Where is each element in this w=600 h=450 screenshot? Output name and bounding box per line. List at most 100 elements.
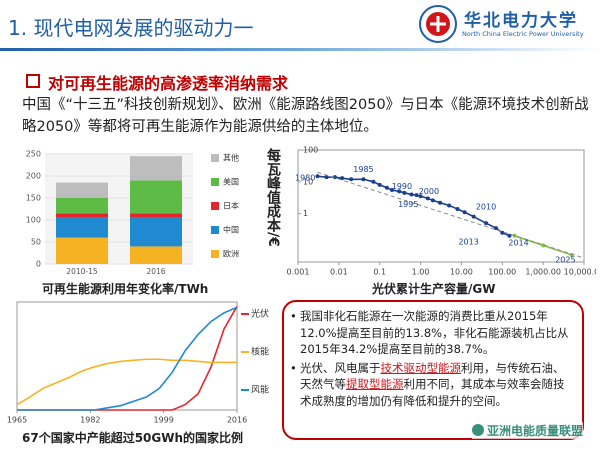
x-tick-label: 2016 (146, 267, 165, 276)
series-line (317, 171, 585, 259)
bar-segment (130, 180, 182, 214)
y-tick-label: 50 (31, 238, 41, 247)
data-point (384, 185, 389, 190)
annotation: 2014 (508, 238, 528, 247)
data-point (340, 176, 345, 181)
bullet-highlight: 技术驱动型能源 (380, 360, 462, 375)
y-tick-label: 1 (303, 209, 308, 218)
y-tick-label: 10 (303, 177, 313, 186)
annotation: 1980 (295, 174, 315, 183)
data-point (390, 188, 395, 193)
header: 1. 现代电网发展的驱动力一 华北电力大学 North China Electr… (0, 0, 600, 52)
y-tick-label: 0 (36, 260, 41, 269)
bullet-item: • 我国非化石能源在一次能源的消费比重从2015年12.0%提高至目前的13.8%… (290, 309, 569, 356)
legend-swatch (211, 226, 219, 234)
x-tick-label: 100.00 (488, 268, 516, 277)
bar-segment (56, 213, 108, 218)
data-point (315, 174, 320, 179)
data-point (447, 203, 452, 208)
data-point (324, 175, 329, 180)
data-point (425, 196, 430, 201)
legend-label: 光伏 (251, 308, 269, 320)
bullet-text: 利用，与传统石油、天然气等 (300, 360, 565, 392)
data-point (484, 221, 489, 226)
header-rule (0, 48, 600, 51)
series-line (17, 305, 238, 411)
bar-segment (130, 217, 182, 247)
y-tick-label: 200 (26, 172, 41, 181)
data-point (541, 243, 546, 248)
bullet-item: • 光伏、风电属于技术驱动型能源利用，与传统石油、天然气等提取型能源利用不同，其成… (290, 360, 565, 408)
bullet-text: 光伏、风电属于 (300, 360, 381, 375)
x-tick-label: 1982 (80, 416, 100, 425)
annotation: 2010 (476, 203, 496, 212)
y-tick-label: 150 (26, 194, 41, 203)
data-point (409, 192, 414, 197)
bar-segment (130, 246, 182, 264)
x-tick-label: 2010-15 (66, 267, 98, 276)
y-tick-label: 100 (26, 216, 41, 225)
bullet-highlight: 提取型能源 (346, 377, 404, 391)
logo-subtitle: North China Electric Power University (462, 30, 584, 38)
data-point (462, 210, 467, 215)
x-tick-label: 10.00 (450, 268, 473, 277)
bullet-text: 利用不同，其成本与效率会随技术成熟度的增加仍有降低和提升的空间。 (300, 377, 565, 408)
section-heading: 对可再生能源的高渗透率消纳需求 (48, 74, 289, 93)
bar-segment (56, 198, 108, 214)
x-tick-label: 2016 (227, 416, 247, 425)
series-line (16, 358, 237, 406)
legend-label: 日本 (223, 201, 239, 211)
data-point (371, 179, 376, 184)
legend-label: 风能 (251, 384, 269, 396)
data-point (471, 214, 476, 219)
plot-frame (16, 301, 238, 411)
x-tick-label: 0.001 (287, 268, 310, 277)
bar-segment (56, 237, 108, 264)
data-point (361, 177, 366, 182)
x-tick-label: 1999 (153, 416, 173, 425)
annotation: 2025 (555, 255, 575, 264)
x-tick-label: 10,000.00 (564, 268, 596, 277)
legend-label: 其他 (223, 153, 239, 163)
x-tick-label: 1965 (7, 416, 27, 425)
chart-pv-cost: 0.001 0.01 0.1 1.00 10.00 100.00 1,000.00 10,00… (287, 146, 596, 277)
data-point (332, 175, 337, 180)
bar-segment (56, 182, 108, 198)
data-point (349, 177, 354, 182)
bullet-box: • 我国非化石能源在一次能源的消费比重从2015年12.0%提高至目前的13.8%… (282, 300, 584, 440)
chart-caption: 可再生能源利用年变化率/TWh (42, 282, 209, 296)
legend-label: 中国 (223, 225, 239, 235)
slide-title: 1. 现代电网发展的驱动力一 (8, 16, 254, 40)
data-point (402, 190, 407, 195)
bar-segment (130, 156, 182, 181)
data-point (377, 182, 382, 187)
x-tick-label: 0.1 (373, 268, 386, 277)
plot-frame (297, 149, 585, 263)
legend-label: 美国 (223, 177, 239, 187)
bar-segment (130, 213, 182, 218)
annotation: 2000 (419, 187, 439, 196)
bullet-text: 我国非化石能源在一次能源的消费比重从2015年12.0%提高至目前的13.8%，… (300, 309, 569, 356)
series-line (17, 306, 238, 411)
data-point (507, 233, 512, 238)
legend-swatch (211, 154, 219, 162)
data-point (430, 198, 435, 203)
legend-swatch (211, 250, 219, 258)
section-intro: 中国《“十三五”科技创新规划》、欧洲《能源路线图2050》与日本《能源环境技术创… (22, 97, 589, 135)
data-point (500, 230, 505, 235)
y-axis-label: 每瓦峰值成本/€ (265, 148, 281, 247)
x-tick-label: 0.01 (330, 268, 348, 277)
logo-emblem (419, 5, 457, 43)
legend-label: 核能 (251, 346, 269, 358)
x-tick-label: 1,000.00 (525, 268, 561, 277)
y-tick-label: 100 (303, 146, 318, 155)
x-axis-label: 光伏累计生产容量/GW (372, 282, 496, 296)
annotation: 1990 (392, 182, 412, 191)
legend-swatch (211, 202, 219, 210)
legend-label: 欧洲 (223, 249, 239, 259)
annotation: 1985 (353, 165, 373, 174)
data-point (455, 206, 460, 211)
watermark-text: 亚洲电能质量联盟 (487, 424, 584, 438)
